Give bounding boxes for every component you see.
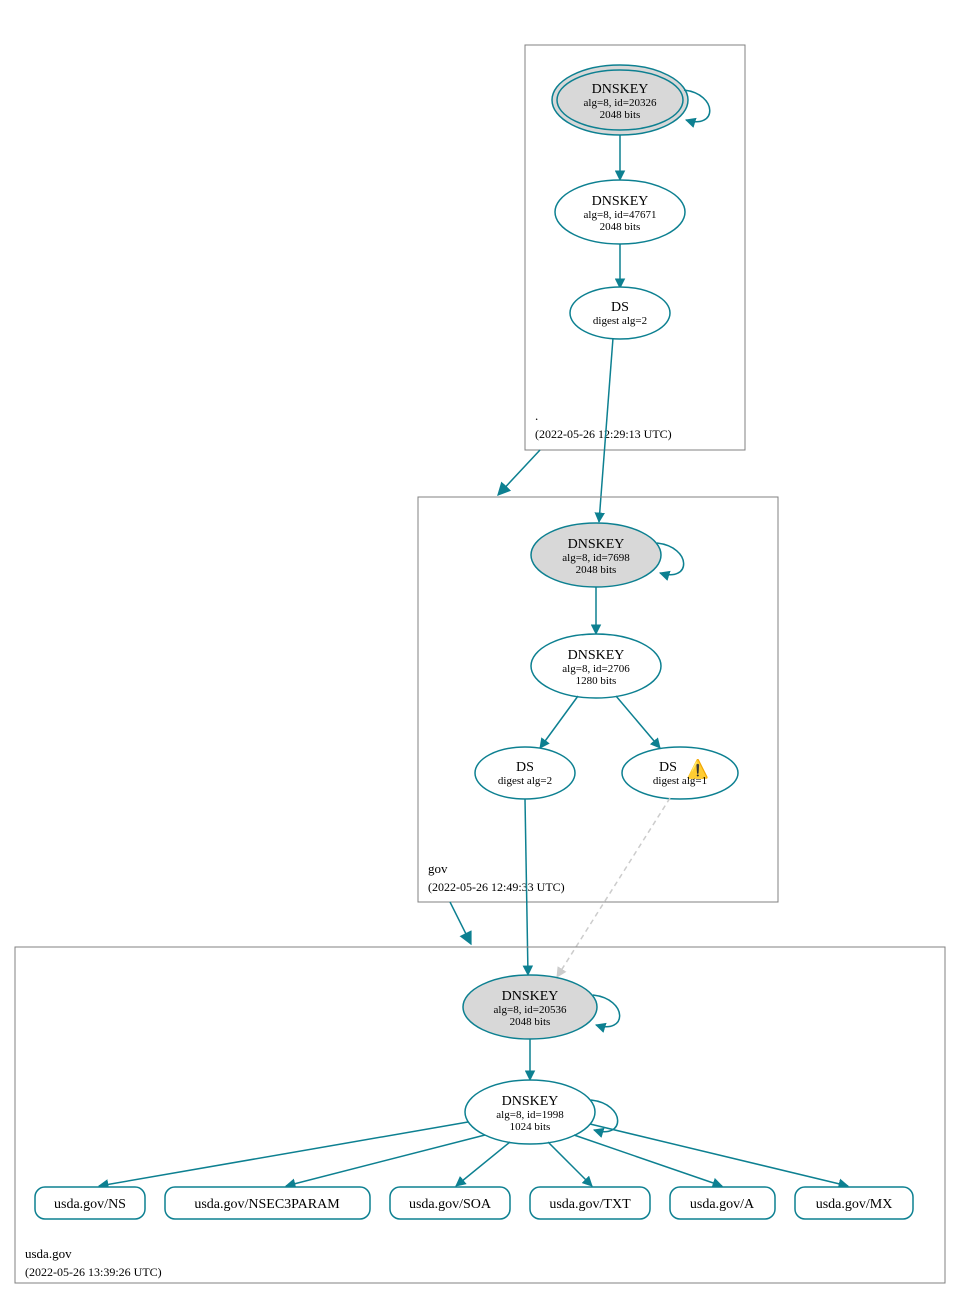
node-usda-ksk-l2: 2048 bits	[510, 1016, 551, 1028]
node-usda-ksk-l1: alg=8, id=20536	[494, 1004, 567, 1016]
node-usda-zsk-l2: 1024 bits	[510, 1121, 551, 1133]
node-gov-ds2-title: DS	[659, 760, 677, 775]
edge-gov-zsk-ds1	[540, 696, 578, 748]
node-root-ds-title: DS	[611, 300, 629, 315]
zone-ts-usda: (2022-05-26 13:39:26 UTC)	[25, 1265, 162, 1279]
leaf-a-label: usda.gov/A	[690, 1197, 755, 1212]
node-usda-zsk-l1: alg=8, id=1998	[496, 1109, 564, 1121]
node-gov-ksk: DNSKEY alg=8, id=7698 2048 bits	[531, 523, 661, 587]
leaf-ns: usda.gov/NS	[35, 1187, 145, 1219]
node-usda-ksk-title: DNSKEY	[502, 989, 559, 1004]
edge-zsk-txt	[548, 1142, 592, 1186]
node-root-ds-l1: digest alg=2	[593, 315, 647, 327]
node-gov-ds1-title: DS	[516, 760, 534, 775]
node-gov-ds1-l1: digest alg=2	[498, 775, 552, 787]
leaf-soa-label: usda.gov/SOA	[409, 1197, 492, 1212]
node-gov-ds1: DS digest alg=2	[475, 747, 575, 799]
edge-zone-gov-usda	[450, 902, 471, 944]
edge-gov-ds2-usda-ksk	[557, 798, 670, 977]
edge-zsk-soa	[456, 1142, 510, 1186]
leaf-txt-label: usda.gov/TXT	[549, 1197, 631, 1212]
edge-zsk-a	[574, 1135, 722, 1186]
leaf-nsec3-label: usda.gov/NSEC3PARAM	[194, 1197, 340, 1212]
node-gov-zsk-l2: 1280 bits	[576, 675, 617, 687]
node-usda-ksk: DNSKEY alg=8, id=20536 2048 bits	[463, 975, 597, 1039]
edge-gov-zsk-ds2	[616, 696, 660, 748]
node-gov-ksk-title: DNSKEY	[568, 537, 625, 552]
edge-zsk-mx	[590, 1124, 848, 1186]
node-root-zsk-l1: alg=8, id=47671	[584, 209, 657, 221]
zone-label-root: .	[535, 408, 538, 423]
node-root-zsk-l2: 2048 bits	[600, 221, 641, 233]
leaf-txt: usda.gov/TXT	[530, 1187, 650, 1219]
node-gov-ksk-l1: alg=8, id=7698	[562, 552, 630, 564]
node-gov-ds2: DS ⚠️ digest alg=1	[622, 747, 738, 799]
node-gov-zsk: DNSKEY alg=8, id=2706 1280 bits	[531, 634, 661, 698]
node-gov-ds2-l1: digest alg=1	[653, 775, 707, 787]
leaf-mx-label: usda.gov/MX	[816, 1197, 893, 1212]
node-root-zsk-title: DNSKEY	[592, 194, 649, 209]
zone-ts-gov: (2022-05-26 12:49:33 UTC)	[428, 880, 565, 894]
node-gov-zsk-title: DNSKEY	[568, 648, 625, 663]
node-root-ksk-title: DNSKEY	[592, 82, 649, 97]
edge-zone-root-gov	[498, 450, 540, 495]
node-gov-zsk-l1: alg=8, id=2706	[562, 663, 630, 675]
node-gov-ksk-l2: 2048 bits	[576, 564, 617, 576]
node-root-zsk: DNSKEY alg=8, id=47671 2048 bits	[555, 180, 685, 244]
node-root-ksk-l2: 2048 bits	[600, 109, 641, 121]
node-root-ksk: DNSKEY alg=8, id=20326 2048 bits	[552, 65, 688, 135]
edge-zsk-nsec3	[286, 1135, 485, 1186]
node-usda-zsk-title: DNSKEY	[502, 1094, 559, 1109]
leaf-a: usda.gov/A	[670, 1187, 775, 1219]
zone-label-gov: gov	[428, 861, 448, 876]
leaf-nsec3: usda.gov/NSEC3PARAM	[165, 1187, 370, 1219]
node-root-ds: DS digest alg=2	[570, 287, 670, 339]
leaf-mx: usda.gov/MX	[795, 1187, 913, 1219]
zone-label-usda: usda.gov	[25, 1246, 72, 1261]
zone-ts-root: (2022-05-26 12:29:13 UTC)	[535, 427, 672, 441]
leaf-ns-label: usda.gov/NS	[54, 1197, 126, 1212]
node-root-ksk-l1: alg=8, id=20326	[584, 97, 657, 109]
leaf-soa: usda.gov/SOA	[390, 1187, 510, 1219]
